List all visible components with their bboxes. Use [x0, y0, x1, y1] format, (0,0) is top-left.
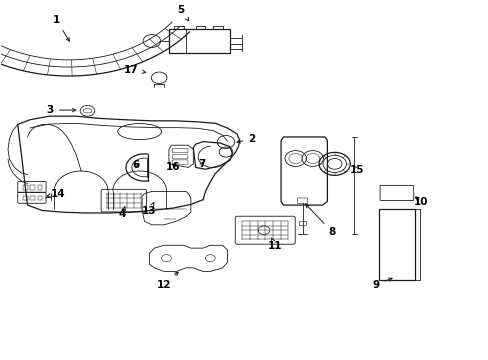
Text: 9: 9	[372, 278, 391, 290]
Text: 13: 13	[142, 202, 156, 216]
Text: 8: 8	[305, 204, 335, 237]
Text: 2: 2	[237, 134, 255, 144]
Text: 4: 4	[119, 206, 126, 219]
Text: 5: 5	[177, 5, 188, 21]
Text: 6: 6	[132, 160, 140, 170]
Text: 1: 1	[53, 15, 69, 41]
Text: 7: 7	[198, 159, 205, 169]
Text: 15: 15	[349, 165, 363, 175]
Text: 3: 3	[47, 105, 76, 115]
Text: 11: 11	[267, 238, 282, 251]
Text: 14: 14	[47, 189, 65, 199]
Text: 10: 10	[413, 197, 427, 207]
Text: 16: 16	[165, 162, 180, 172]
Text: 17: 17	[124, 64, 145, 75]
Text: 12: 12	[157, 272, 178, 290]
